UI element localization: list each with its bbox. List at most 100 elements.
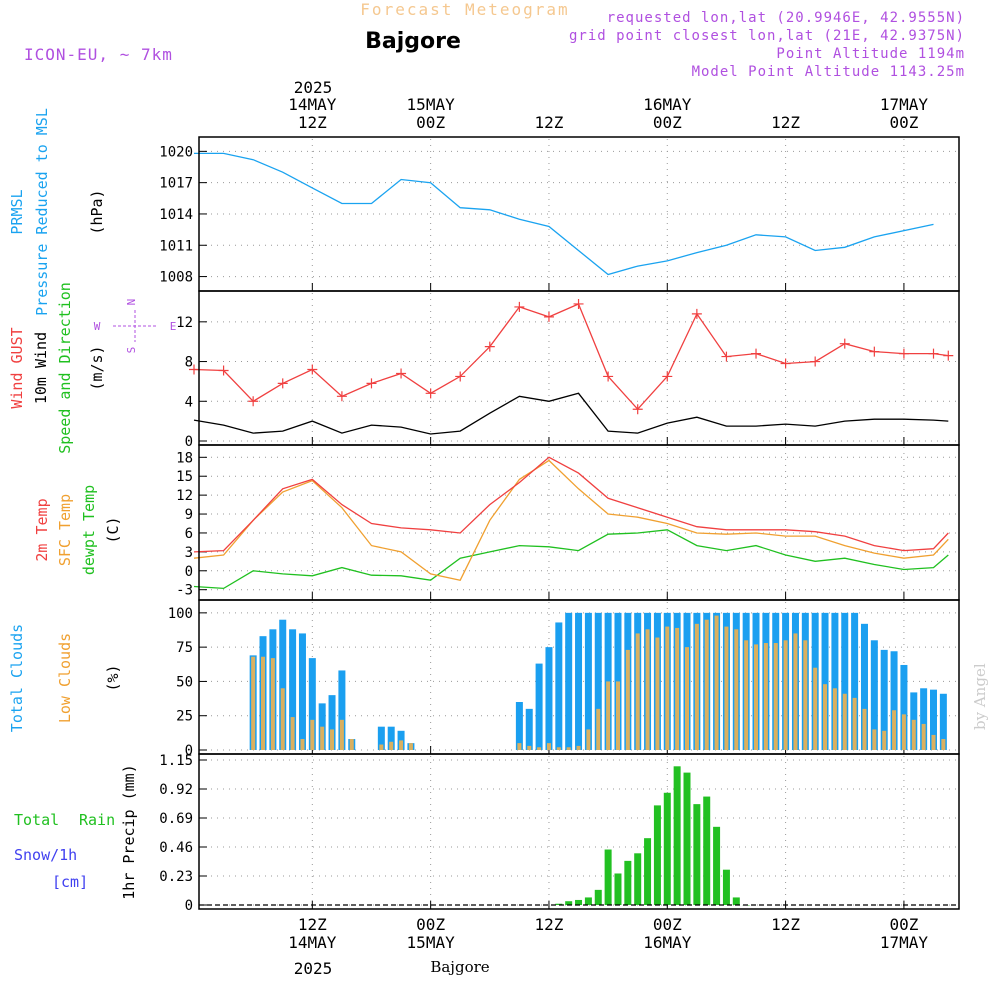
rain-bar	[594, 889, 602, 905]
low-cloud-bar	[320, 726, 325, 750]
low-cloud-bar	[379, 744, 384, 750]
y-tick-label: 4	[185, 394, 193, 410]
total-cloud-bar	[298, 633, 306, 750]
watermark: by Angel	[971, 663, 989, 730]
gust-marker	[366, 378, 377, 389]
gust-marker	[189, 364, 199, 375]
gust-marker	[277, 378, 288, 389]
sfc-temp-line	[193, 459, 949, 581]
low-cloud-bar	[694, 623, 699, 750]
year-bottom: 2025	[294, 959, 333, 978]
y-tick-label: 1014	[159, 207, 193, 223]
rain-bar	[653, 805, 661, 905]
bottom-hour-label: 12Z	[535, 915, 564, 934]
wind-line	[193, 392, 949, 435]
point-altitude: Point Altitude 1194m	[776, 46, 965, 62]
y-tick-label: 8	[185, 355, 193, 371]
gust-line	[193, 303, 949, 411]
low-cloud-bar	[892, 710, 897, 750]
y-tick-label: 12	[176, 488, 193, 504]
wind-label: 10m Wind	[32, 332, 50, 404]
rain-bar	[683, 772, 691, 905]
rain-bar	[722, 869, 730, 905]
location-title: Bajgore	[365, 29, 461, 54]
y-tick-label: 0.23	[159, 869, 193, 885]
low-cloud-bar	[773, 643, 778, 750]
gust-marker	[691, 308, 702, 319]
rain-bar	[604, 849, 612, 905]
gust-marker	[943, 350, 954, 361]
low-cloud-bar	[675, 627, 680, 750]
dewpt-label: dewpt Temp	[80, 485, 98, 575]
gust-marker	[514, 301, 525, 312]
low-cloud-bar	[586, 729, 591, 750]
low-cloud-bar	[635, 633, 640, 750]
low-cloud-bar	[290, 717, 295, 750]
requested-coords: requested lon,lat (20.9946E, 42.9555N)	[607, 10, 965, 26]
low-cloud-bar	[566, 747, 571, 750]
low-cloud-bar	[596, 708, 601, 750]
snow-label: Snow/1h	[14, 846, 77, 864]
low-cloud-bar	[665, 626, 670, 750]
low-cloud-bar	[349, 739, 354, 750]
y-tick-label: -3	[176, 583, 193, 599]
precip-unit: 1hr Precip (mm)	[120, 764, 138, 899]
low-cloud-bar	[527, 745, 532, 750]
panel-4: 0 0.23 0.46 0.69 0.92 1.15	[159, 753, 959, 914]
low-cloud-bar	[882, 730, 887, 750]
panel-0: 1008 1011 1014 1017 1020	[159, 139, 959, 291]
model-altitude: Model Point Altitude 1143.25m	[692, 64, 965, 80]
gust-marker	[484, 341, 495, 352]
pressure-label: PRMSL	[8, 189, 26, 234]
gust-marker	[898, 348, 909, 359]
total-cloud-bar	[890, 651, 898, 750]
low-cloud-bar	[261, 656, 266, 750]
low-clouds-label: Low Clouds	[56, 633, 74, 723]
total-cloud-bar	[851, 612, 859, 750]
rain-bar	[614, 873, 622, 905]
total-cloud-bar	[308, 658, 316, 750]
rain-bar	[693, 804, 701, 905]
gust-marker	[307, 364, 318, 375]
clouds-unit: (%)	[104, 664, 122, 691]
rain-bar	[575, 899, 583, 905]
top-date-label: 17MAY	[880, 95, 929, 114]
gust-marker	[928, 348, 939, 359]
low-cloud-bar	[783, 640, 788, 750]
low-cloud-bar	[251, 656, 256, 750]
low-cloud-bar	[399, 740, 404, 750]
low-cloud-bar	[931, 734, 936, 750]
low-cloud-bar	[813, 667, 818, 750]
y-tick-label: 0.46	[159, 840, 193, 856]
low-cloud-bar	[606, 681, 611, 750]
top-hour-label: 00Z	[889, 113, 918, 132]
panel-frame	[198, 444, 960, 601]
gust-label: Wind GUST	[8, 327, 26, 408]
total-cloud-bar	[831, 612, 839, 750]
low-cloud-bar	[645, 629, 650, 750]
low-cloud-bar	[842, 693, 847, 750]
y-tick-label: 6	[185, 526, 193, 542]
low-cloud-bar	[763, 643, 768, 750]
low-cloud-bar	[546, 743, 551, 750]
top-hour-label: 12Z	[298, 113, 327, 132]
low-cloud-bar	[911, 719, 916, 750]
bottom-hour-label: 00Z	[653, 915, 682, 934]
total-cloud-bar	[279, 619, 287, 750]
y-tick-label: 15	[176, 469, 193, 485]
rain-bar	[713, 826, 721, 905]
low-cloud-bar	[941, 739, 946, 750]
low-cloud-bar	[793, 633, 798, 750]
low-cloud-bar	[744, 640, 749, 750]
dewpt-line	[193, 529, 949, 590]
total-cloud-bar	[939, 693, 947, 750]
total-cloud-bar	[555, 622, 563, 750]
low-cloud-bar	[685, 647, 689, 750]
footer-location: Bajgore	[430, 958, 489, 976]
low-cloud-bar	[300, 739, 305, 750]
compass-n: N	[125, 299, 138, 306]
total-cloud-bar	[289, 629, 297, 750]
rain-bar	[565, 901, 573, 905]
total-cloud-bar	[318, 703, 326, 750]
total-cloud-bar	[821, 612, 829, 750]
